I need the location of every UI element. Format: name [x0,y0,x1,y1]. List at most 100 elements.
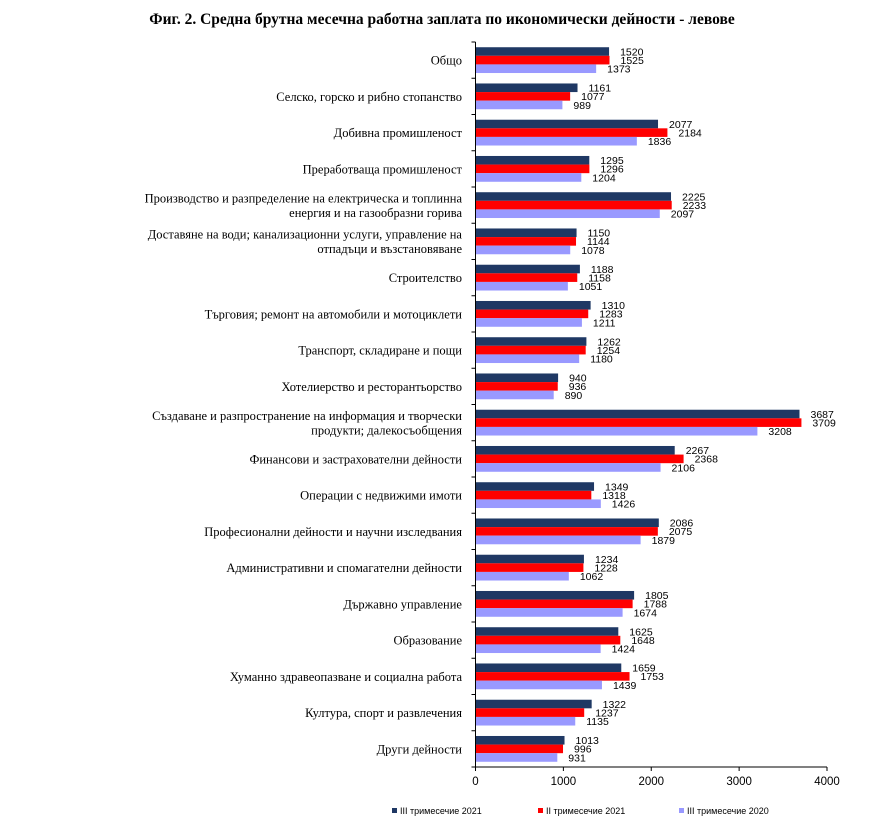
bar-s2-18 [475,672,630,681]
bar-s3-17 [475,644,601,654]
bar-s1-2 [475,83,578,93]
value-label-s3-10: 890 [565,390,583,402]
value-label-s3-19: 1135 [586,716,609,728]
category-label-18: Хуманно здравеопазване и социална работа [230,670,463,684]
value-label-s1-9: 1262 [597,336,621,348]
category-label-7: Строителство [389,271,462,285]
value-label-s2-13: 1318 [602,490,626,502]
category-label-20: Други дейности [377,742,463,756]
value-label-s2-14: 2075 [669,526,693,538]
bar-s2-15 [475,563,584,572]
bar-s1-7 [475,264,580,274]
bar-s2-3 [475,128,668,137]
bar-s3-9 [475,354,580,364]
value-label-s2-16: 1788 [644,599,668,611]
value-label-s1-17: 1625 [629,626,653,638]
bar-s3-6 [475,245,571,255]
value-label-s3-11: 3208 [768,426,792,438]
bar-s3-7 [475,281,568,291]
bar-s1-19 [475,699,592,709]
bar-s2-10 [475,382,558,391]
bar-s1-5 [475,192,672,201]
category-label-2: Селско, горско и рибно стопанство [276,90,462,104]
value-label-s2-6: 1144 [587,236,610,248]
value-label-s1-10: 940 [569,373,587,385]
bar-s3-15 [475,571,569,581]
value-label-s3-18: 1439 [613,680,637,692]
value-label-s3-2: 989 [573,100,591,112]
value-label-s2-7: 1158 [588,272,611,284]
bar-s1-8 [475,300,591,310]
bar-s1-18 [475,663,622,673]
x-tick-label-5: 4000 [814,776,840,788]
value-label-s2-9: 1254 [597,345,621,357]
bar-s3-2 [475,100,563,110]
value-label-s1-18: 1659 [632,663,656,675]
bar-s1-6 [475,228,577,238]
bar-s2-12 [475,454,684,464]
value-label-s1-12: 2267 [686,445,710,457]
x-tick-label-1: 0 [472,776,478,788]
value-label-s3-6: 1078 [581,245,605,257]
value-label-s3-7: 1051 [579,281,603,293]
bar-s3-1 [475,64,597,74]
category-label-1: Общо [431,54,462,68]
category-label-4: Преработваща промишленост [303,162,463,176]
value-label-s3-16: 1674 [634,607,658,619]
legend-swatch-3 [679,808,684,813]
value-label-s1-8: 1310 [602,300,626,312]
value-label-s2-15: 1228 [594,562,618,574]
value-label-s3-3: 1836 [648,136,672,148]
bar-s1-15 [475,554,584,564]
bar-s2-7 [475,273,578,282]
bar-s2-16 [475,599,633,609]
value-label-s3-1: 1373 [607,64,631,76]
bar-s1-10 [475,373,559,383]
category-label-8: Търговия; ремонт на автомобили и мотоцик… [205,307,463,321]
bar-s3-19 [475,716,576,726]
bar-s1-13 [475,482,595,491]
bar-s2-13 [475,490,592,500]
value-label-s2-11: 3709 [812,417,836,429]
value-label-s3-17: 1424 [612,644,636,656]
bar-s2-14 [475,527,658,536]
value-label-s1-6: 1150 [588,228,611,240]
bar-s2-17 [475,635,621,645]
x-tick-label-2: 1000 [551,776,577,788]
value-label-s3-12: 2106 [672,462,696,474]
bar-s2-5 [475,200,672,210]
bar-s3-18 [475,680,602,690]
category-label-14: Професионални дейности и научни изследва… [204,525,462,539]
bar-s3-14 [475,535,641,545]
value-label-s3-14: 1879 [652,535,676,547]
value-label-s3-8: 1211 [593,317,616,329]
value-label-s2-17: 1648 [631,635,655,647]
bar-s1-16 [475,590,635,600]
bar-s2-2 [475,92,571,101]
bar-s3-10 [475,390,554,400]
value-label-s1-7: 1188 [591,264,614,276]
bar-s2-6 [475,237,577,246]
value-label-s2-3: 2184 [678,127,702,139]
category-label-15: Административни и спомагателни дейности [226,561,462,575]
bar-s1-1 [475,47,610,56]
x-tick-label-4: 3000 [726,776,752,788]
category-label-3: Добивна промишленост [334,126,463,140]
value-label-s1-11: 3687 [811,409,835,421]
bar-s3-12 [475,463,661,472]
value-label-s3-15: 1062 [580,571,604,583]
value-label-s1-13: 1349 [605,481,629,493]
category-label-6: Доставяне на води; канализационни услуги… [148,228,463,257]
value-label-s3-20: 931 [568,752,586,764]
value-label-s2-20: 996 [574,744,592,756]
value-label-s2-1: 1525 [621,55,645,67]
legend-swatch-2 [538,808,543,813]
bar-s2-11 [475,418,802,427]
legend-swatch-1 [392,808,397,813]
value-label-s1-4: 1295 [600,155,624,167]
legend-label-3: III тримесечие 2020 [687,806,769,816]
bar-s1-9 [475,337,587,346]
bar-s1-3 [475,119,659,129]
